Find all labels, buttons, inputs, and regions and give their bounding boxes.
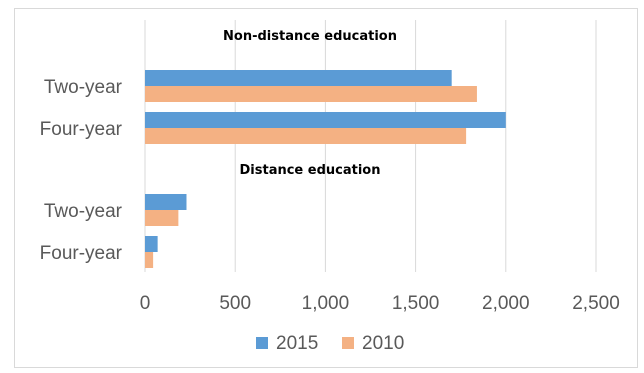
x-tick-label: 0 [140,293,151,314]
x-tick-label: 1,000 [302,293,350,314]
x-tick-label: 1,500 [392,293,440,314]
bar-2010-two-year-g1 [145,86,477,102]
category-label: Four-year [40,119,123,140]
x-tick-label: 500 [219,293,251,314]
legend-swatch-2010 [342,337,354,349]
group-title: Distance education [240,163,381,178]
category-label: Two-year [44,77,123,98]
bar-2010-four-year-g1 [145,128,467,144]
bar-2010-two-year-g2 [145,210,179,226]
bar-2010-four-year-g2 [145,252,154,268]
bar-2015-two-year-g1 [145,70,452,86]
legend-label: 2015 [276,333,318,354]
legend-label: 2010 [362,333,404,354]
legend-swatch-2015 [256,337,268,349]
x-tick-label: 2,000 [482,293,530,314]
group-title: Non-distance education [223,29,397,44]
bar-2015-two-year-g2 [145,194,187,210]
x-tick-label: 2,500 [572,293,620,314]
category-label: Two-year [44,201,123,222]
bar-2015-four-year-g1 [145,112,506,128]
chart-frame [14,8,638,368]
category-label: Four-year [40,243,123,264]
bar-2015-four-year-g2 [145,236,158,252]
